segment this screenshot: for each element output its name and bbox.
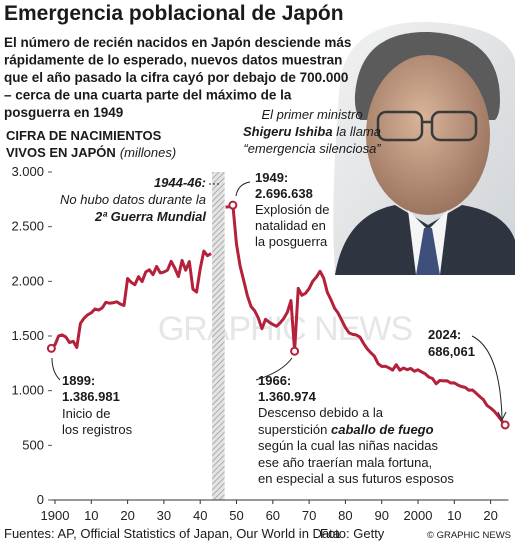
y-tick-label: 3.000 bbox=[11, 164, 44, 179]
annotation-label: 1899: bbox=[62, 373, 95, 388]
y-axis-label-line: VIVOS EN JAPÓN bbox=[6, 145, 116, 160]
source: Fuentes: AP, Official Statistics of Japa… bbox=[4, 526, 341, 541]
subtitle: El número de recién nacidos en Japón des… bbox=[4, 35, 351, 120]
annotation-text: la posguerra bbox=[255, 234, 328, 249]
y-tick-label: 1.000 bbox=[11, 383, 44, 398]
annotation-text: No hubo datos durante la bbox=[60, 192, 206, 207]
photo bbox=[333, 21, 515, 275]
quote-line: Shigeru Ishiba la llama bbox=[243, 124, 381, 139]
annotation-label: 1944-46: bbox=[154, 175, 206, 190]
y-axis-label: VIVOS EN JAPÓN (millones) bbox=[6, 145, 176, 160]
subtitle-line: posguerra en 1949 bbox=[4, 105, 123, 120]
annotation-value: 1.360.974 bbox=[258, 389, 317, 404]
subtitle-line: – cerca de una cuarta parte del máximo d… bbox=[4, 88, 292, 103]
annotation-start: 1899: 1.386.981 Inicio de los registros bbox=[51, 357, 133, 437]
annotation-text: ese año traerían mala fortuna, bbox=[258, 455, 432, 470]
y-tick-label: 500 bbox=[22, 437, 44, 452]
annotation-text: Inicio de bbox=[62, 406, 110, 421]
plot: 0 500 1.000 1.500 2.000 2.500 3.000 1900 10 20 30 4… bbox=[11, 164, 510, 523]
no-data-band bbox=[212, 172, 225, 500]
subtitle-line: rápidamente de lo esperado, nuevos datos… bbox=[4, 53, 342, 68]
x-tick-label: 90 bbox=[374, 508, 388, 523]
y-axis-unit: (millones) bbox=[120, 145, 176, 160]
x-tick-label: 10 bbox=[84, 508, 98, 523]
x-tick-label: 30 bbox=[157, 508, 171, 523]
annotation-text: en especial a sus futuros esposos bbox=[258, 471, 454, 486]
annotation-arrow bbox=[235, 181, 251, 197]
y-tick-label: 2.000 bbox=[11, 273, 44, 288]
annotation-label: 1949: bbox=[255, 170, 288, 185]
annotation-peak: 1949: 2.696.638 Explosión de natalidad e… bbox=[235, 170, 329, 249]
annotation-text: Explosión de bbox=[255, 202, 329, 217]
y-axis-label: CIFRA DE NACIMIENTOS bbox=[6, 128, 162, 143]
annotation-arrow bbox=[51, 357, 61, 381]
highlight-point bbox=[46, 343, 56, 353]
x-tick-label: 50 bbox=[229, 508, 243, 523]
x-tick-label: 2000 bbox=[404, 508, 433, 523]
photo-credit: Foto: Getty bbox=[320, 526, 385, 541]
x-tick-label: 1900 bbox=[41, 508, 70, 523]
annotation-value: 1.386.981 bbox=[62, 389, 120, 404]
annotation-text: Descenso debido a la bbox=[258, 405, 384, 420]
y-tick-label: 1.500 bbox=[11, 328, 44, 343]
annotation-arrow bbox=[255, 357, 293, 381]
copyright: © GRAPHIC NEWS bbox=[427, 530, 511, 541]
annotation-text-part: superstición bbox=[258, 422, 331, 437]
y-tick-label: 0 bbox=[37, 492, 44, 507]
subtitle-line: que el año pasado la cifra cayó por deba… bbox=[4, 70, 348, 85]
highlight-point bbox=[290, 346, 300, 356]
annotation-value: 686,061 bbox=[428, 344, 475, 359]
annotation-text: natalidad en bbox=[255, 218, 326, 233]
quote-line: El primer ministro bbox=[261, 107, 362, 122]
highlight-point bbox=[228, 200, 238, 210]
annotation-value: 2.696.638 bbox=[255, 186, 313, 201]
x-tick-label: 20 bbox=[483, 508, 497, 523]
series-line bbox=[50, 203, 507, 426]
annotation-dip: 1966: 1.360.974 Descenso debido a la sup… bbox=[255, 357, 454, 486]
x-tick-label: 40 bbox=[193, 508, 207, 523]
quote-line: “emergencia silenciosa” bbox=[243, 141, 381, 156]
highlight-point bbox=[500, 420, 510, 430]
quote-name: Shigeru Ishiba bbox=[243, 124, 333, 139]
annotation-label: 2024: bbox=[428, 327, 461, 342]
annotation-text: 2ª Guerra Mundial bbox=[94, 209, 206, 224]
annotation-last: 2024: 686,061 bbox=[428, 327, 507, 422]
y-tick-label: 2.500 bbox=[11, 219, 44, 234]
x-tick-label: 70 bbox=[302, 508, 316, 523]
subtitle-line: El número de recién nacidos en Japón des… bbox=[4, 35, 351, 50]
annotation-war: 1944-46: No hubo datos durante la 2ª Gue… bbox=[60, 175, 221, 224]
x-tick-label: 20 bbox=[120, 508, 134, 523]
annotation-emphasis: caballo de fuego bbox=[331, 422, 434, 437]
quote-text: la llama bbox=[333, 124, 381, 139]
x-tick-label: 10 bbox=[447, 508, 461, 523]
annotation-arrow bbox=[471, 335, 503, 419]
annotation-arrowhead bbox=[497, 411, 507, 422]
x-tick-label: 60 bbox=[266, 508, 280, 523]
annotation-text: los registros bbox=[62, 422, 133, 437]
annotation-label: 1966: bbox=[258, 373, 291, 388]
quote: El primer ministro Shigeru Ishiba la lla… bbox=[243, 107, 381, 156]
x-tick-label: 80 bbox=[338, 508, 352, 523]
annotation-text: según la cual las niñas nacidas bbox=[258, 438, 438, 453]
annotation-text: superstición caballo de fuego bbox=[258, 422, 434, 437]
title: Emergencia poblacional de Japón bbox=[4, 2, 344, 25]
